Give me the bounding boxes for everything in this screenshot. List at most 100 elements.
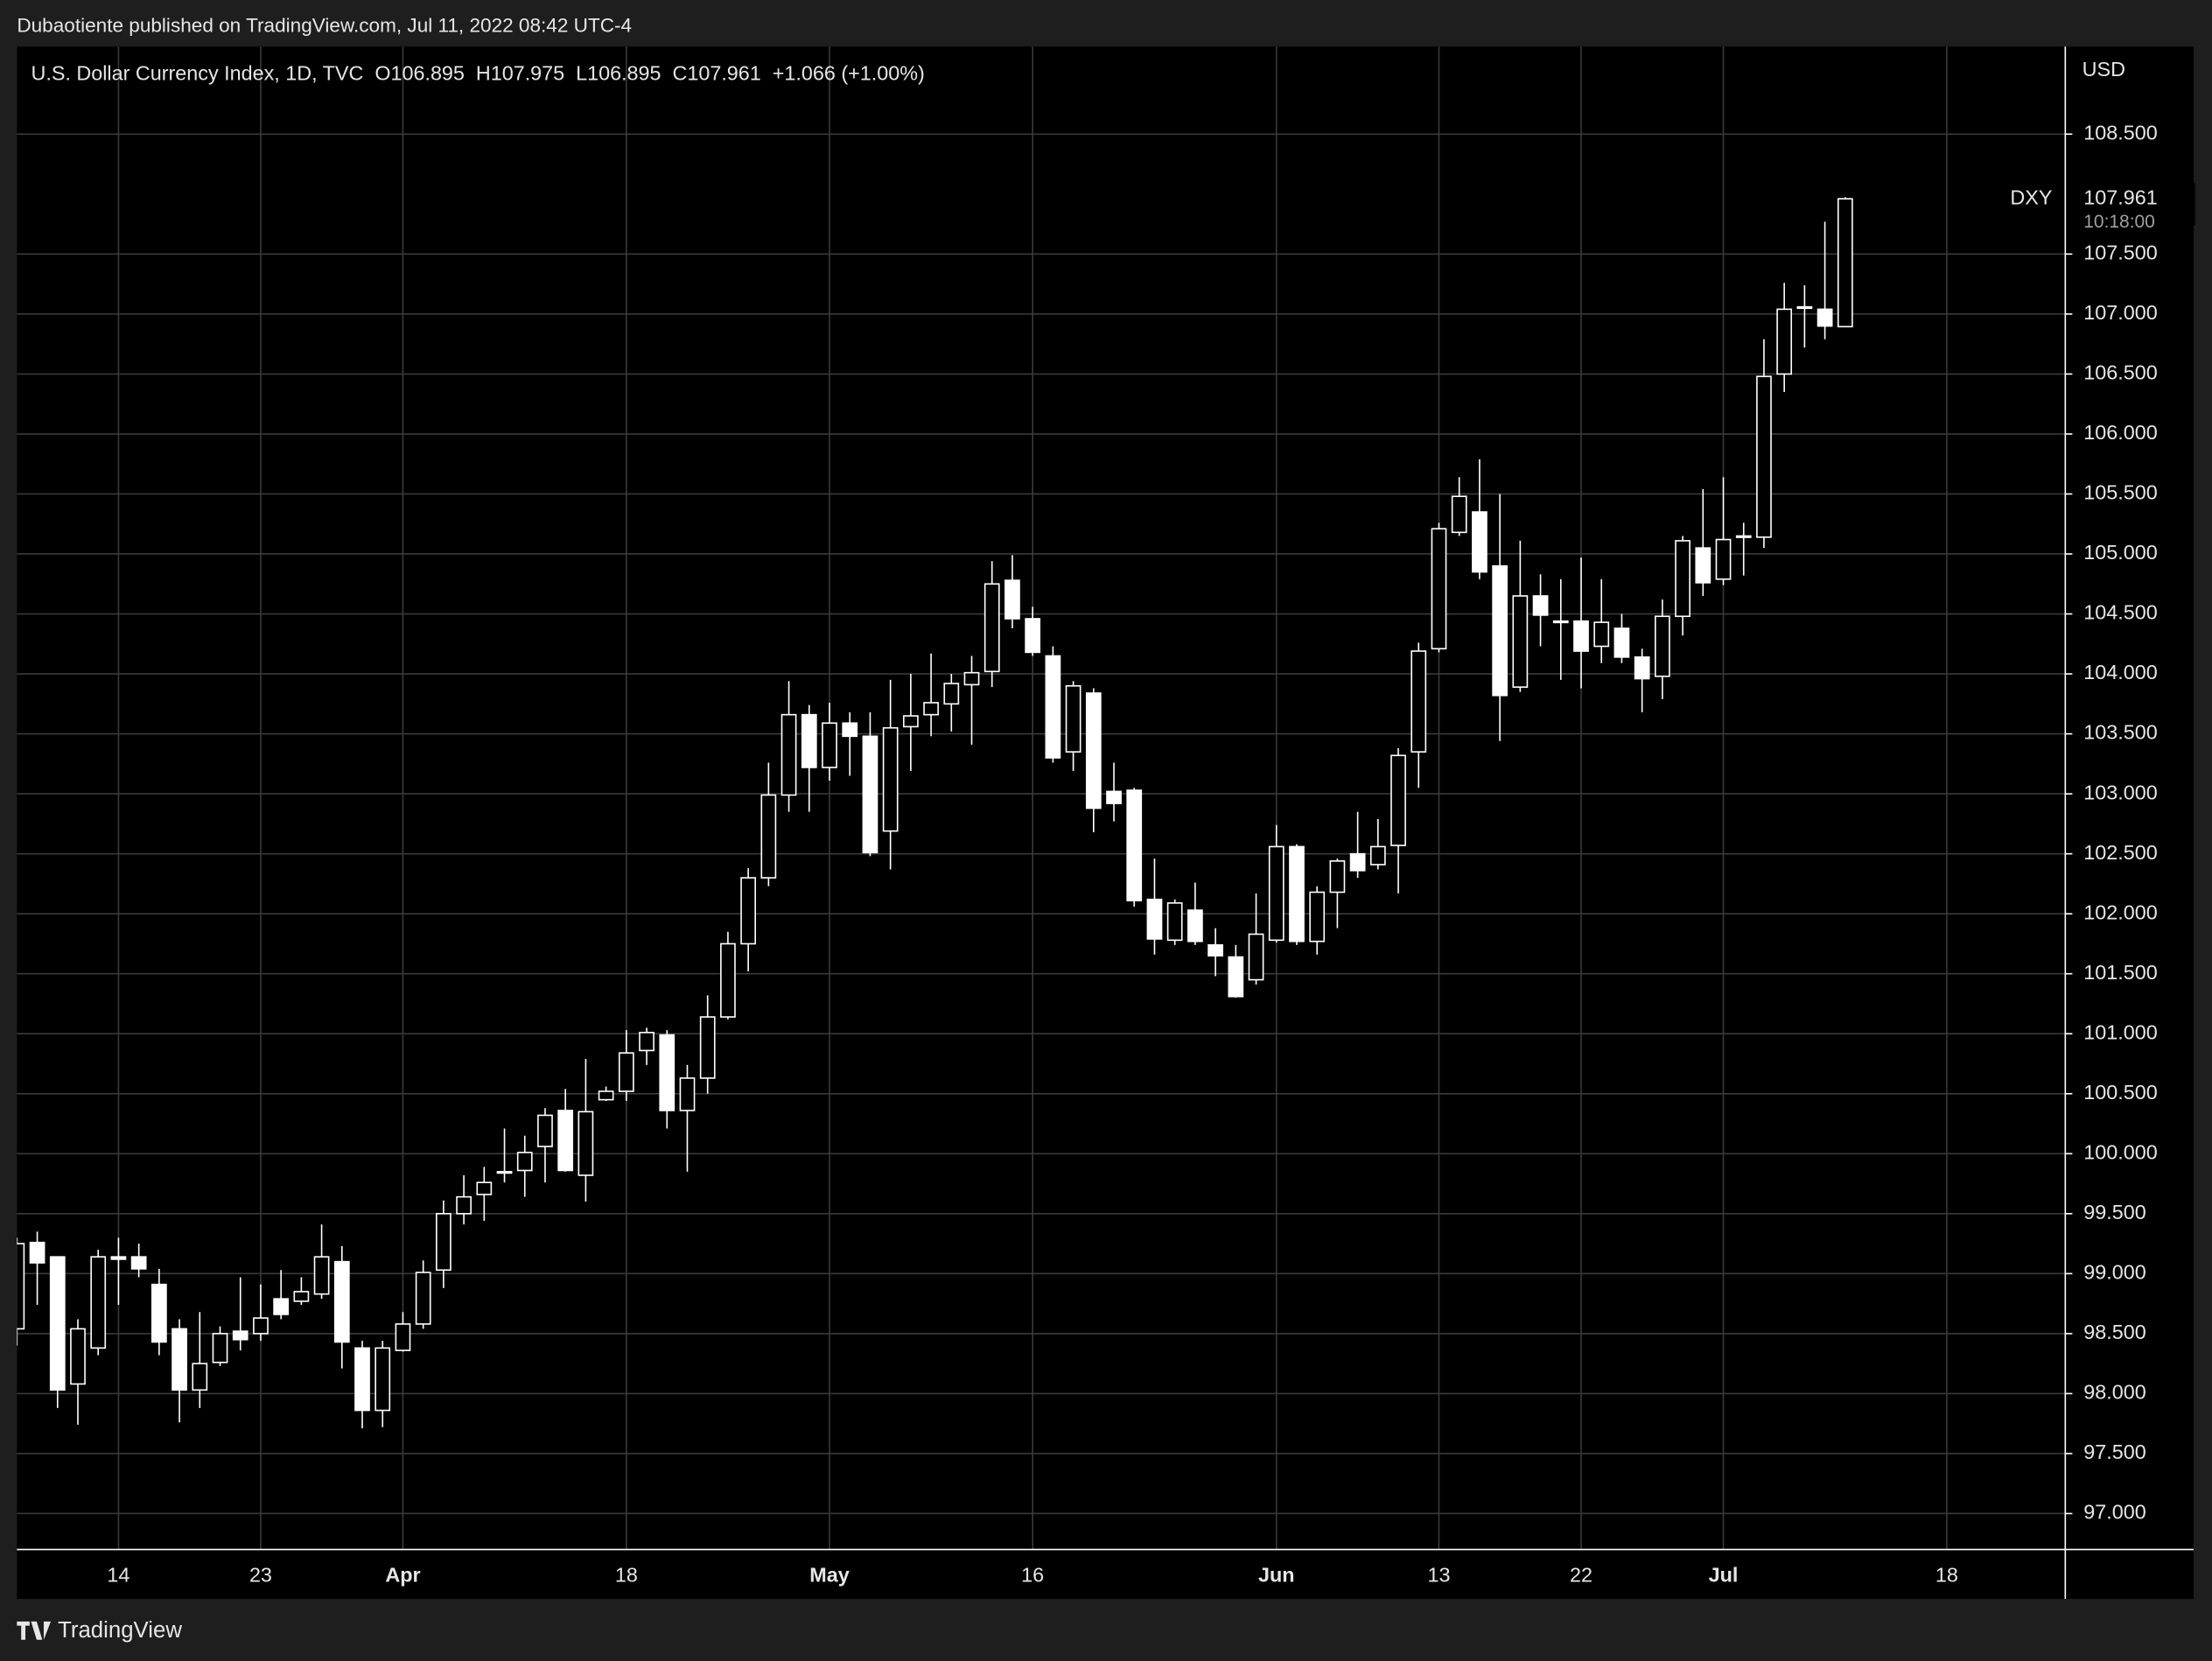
y-tick-label: 105.500 [2083,481,2157,504]
candle-body [902,715,919,728]
x-tick-label: 23 [249,1563,272,1586]
candle-body [659,1034,676,1111]
x-tick-label: 16 [1021,1563,1044,1586]
candle-body [1004,579,1020,620]
candle-body [496,1171,513,1174]
candle-body [90,1256,107,1349]
y-tick-label: 103.500 [2083,721,2157,744]
candle-body [557,1110,574,1172]
candle-body [842,722,858,738]
candle-body [679,1077,696,1111]
candle-body [110,1256,127,1260]
brand-icon [17,1621,52,1640]
candle-body [740,877,757,945]
candle-body [1126,789,1143,901]
candle-body [374,1347,391,1412]
candle-body [1472,511,1488,573]
candle-body [17,1243,25,1330]
y-tick-label: 98.000 [2083,1381,2146,1404]
candle-body [1634,656,1650,680]
candle-body [1025,618,1041,654]
candle-body [1329,860,1346,894]
candle-body [1228,956,1244,998]
candle-body [232,1330,248,1341]
price-marker-symbol: DXY [2010,186,2052,208]
candle-body [1208,944,1223,957]
candle-body [639,1032,654,1052]
candle-body [943,683,960,705]
candle-body [172,1328,187,1391]
legend-close: C107.961 [672,62,760,85]
candle-body [1573,620,1589,652]
candle-body [70,1328,86,1385]
price-marker-value: 107.961 [2083,186,2157,208]
candle-body [598,1090,614,1101]
brand-logo: TradingView [17,1618,182,1643]
price-marker-countdown: 10:18:00 [2083,212,2155,232]
publish-credit: Dubaotiente published on TradingView.com… [17,15,632,37]
y-tick-label: 101.000 [2083,1020,2157,1043]
y-tick-label: 97.000 [2083,1501,2146,1524]
y-tick-label: 99.500 [2083,1201,2146,1223]
candle-body [963,671,980,686]
candle-body [1289,845,1305,943]
y-axis-title: USD [2082,58,2125,81]
x-tick-label: 14 [107,1563,130,1586]
y-tick-label: 98.500 [2083,1321,2146,1343]
x-tick-label: 22 [1570,1563,1592,1586]
candle-body [130,1256,147,1270]
candles [17,197,1853,1429]
candle-body [1248,933,1264,981]
candle-body [29,1241,46,1264]
candle-body [1268,845,1284,942]
candle-body [333,1260,350,1343]
candle-body [1532,595,1549,616]
candle-body [1369,845,1386,866]
candle-body [1065,684,1082,753]
candle-body [1451,495,1467,534]
candle-body [760,794,777,879]
y-tick-label: 107.500 [2083,242,2157,264]
chart-background [17,46,2194,1600]
candle-body [273,1298,290,1315]
candle-body [150,1283,167,1343]
candle-body [476,1181,493,1195]
candle-body [516,1152,533,1172]
candle-body [923,702,939,716]
y-tick-label: 100.000 [2083,1140,2157,1163]
candle-body [192,1363,208,1391]
candle-body [1146,898,1163,940]
y-tick-label: 107.000 [2083,301,2157,324]
candle-body [1187,909,1203,943]
candle-body [1715,538,1732,580]
candle-body [801,713,817,768]
candle-body [720,943,736,1018]
candle-body [1492,564,1508,697]
x-tick-label: 18 [615,1563,638,1586]
candle-body [1796,305,1813,310]
candle-body [1735,535,1752,538]
y-tick-label: 102.500 [2083,841,2157,864]
candle-body [1106,790,1122,804]
candle-body [212,1333,228,1363]
price-marker-background [2068,183,2195,226]
candle-body [395,1323,411,1351]
candle-body [1614,627,1630,658]
candle-body [354,1347,370,1412]
candle-body [415,1272,431,1325]
candle-body [862,735,878,854]
candle-body [1675,540,1690,618]
brand-name: TradingView [58,1618,182,1643]
x-tick-label: Apr [385,1563,420,1586]
candle-body [1593,621,1610,648]
y-tick-label: 100.500 [2083,1081,2157,1104]
ohlc-legend: U.S. Dollar Currency Index, 1D, TVC O106… [31,62,924,85]
candle-body [253,1317,269,1335]
candle-body [699,1016,716,1079]
y-tick-label: 108.500 [2083,121,2157,144]
y-tick-label: 106.500 [2083,361,2157,384]
candle-body [1655,615,1670,677]
y-tick-label: 105.000 [2083,541,2157,564]
candle-body [537,1114,553,1147]
